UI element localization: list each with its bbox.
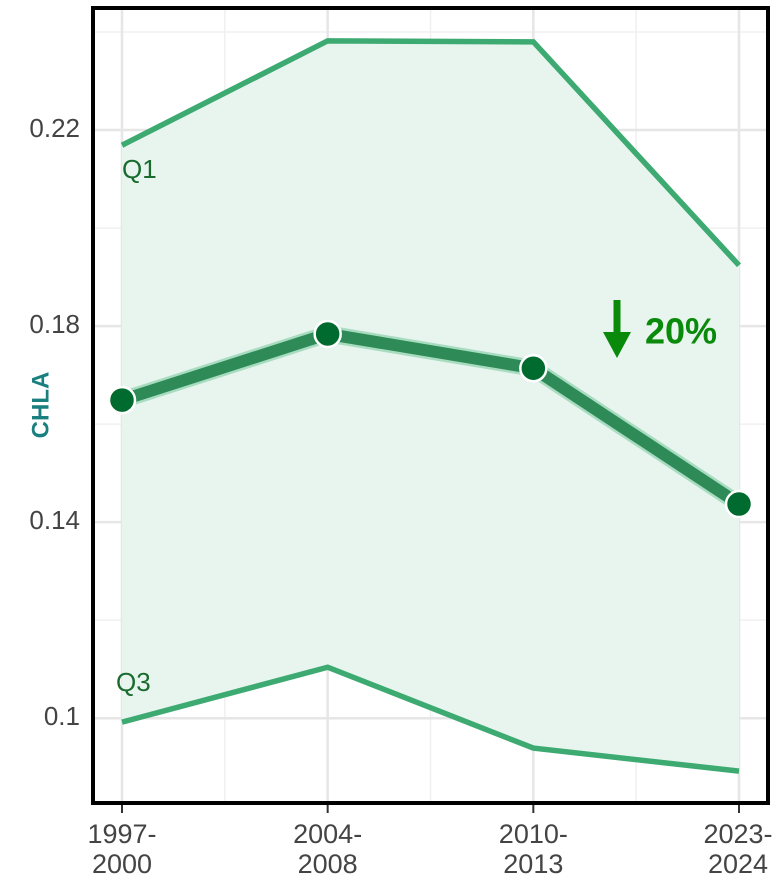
x-tick-label: 1997-2000 (87, 819, 157, 879)
quartile-line (121, 664, 740, 774)
median-point (107, 385, 137, 415)
x-tick-label: 2023-2024 (703, 819, 773, 879)
iqr-band (122, 40, 739, 772)
median-point (313, 319, 342, 349)
plot-frame (91, 6, 770, 805)
median-line (120, 327, 743, 510)
y-tick-label: 0.18 (29, 309, 80, 339)
x-tick-label: 2010-2013 (498, 819, 568, 879)
y-tick-label: 0.1 (44, 701, 80, 731)
x-tick-label: 2004-2008 (293, 819, 363, 879)
y-tick-label: 0.22 (29, 113, 80, 143)
median-point (724, 489, 754, 519)
y-axis-title: CHLA (27, 372, 54, 439)
annotation-arrow-head (603, 332, 631, 358)
series-label: Q1 (122, 154, 157, 184)
median-point (519, 353, 548, 383)
series-label: Q3 (116, 667, 151, 697)
quartile-line (120, 38, 742, 268)
y-tick-label: 0.14 (29, 505, 80, 535)
annotation: 20% (645, 311, 717, 352)
